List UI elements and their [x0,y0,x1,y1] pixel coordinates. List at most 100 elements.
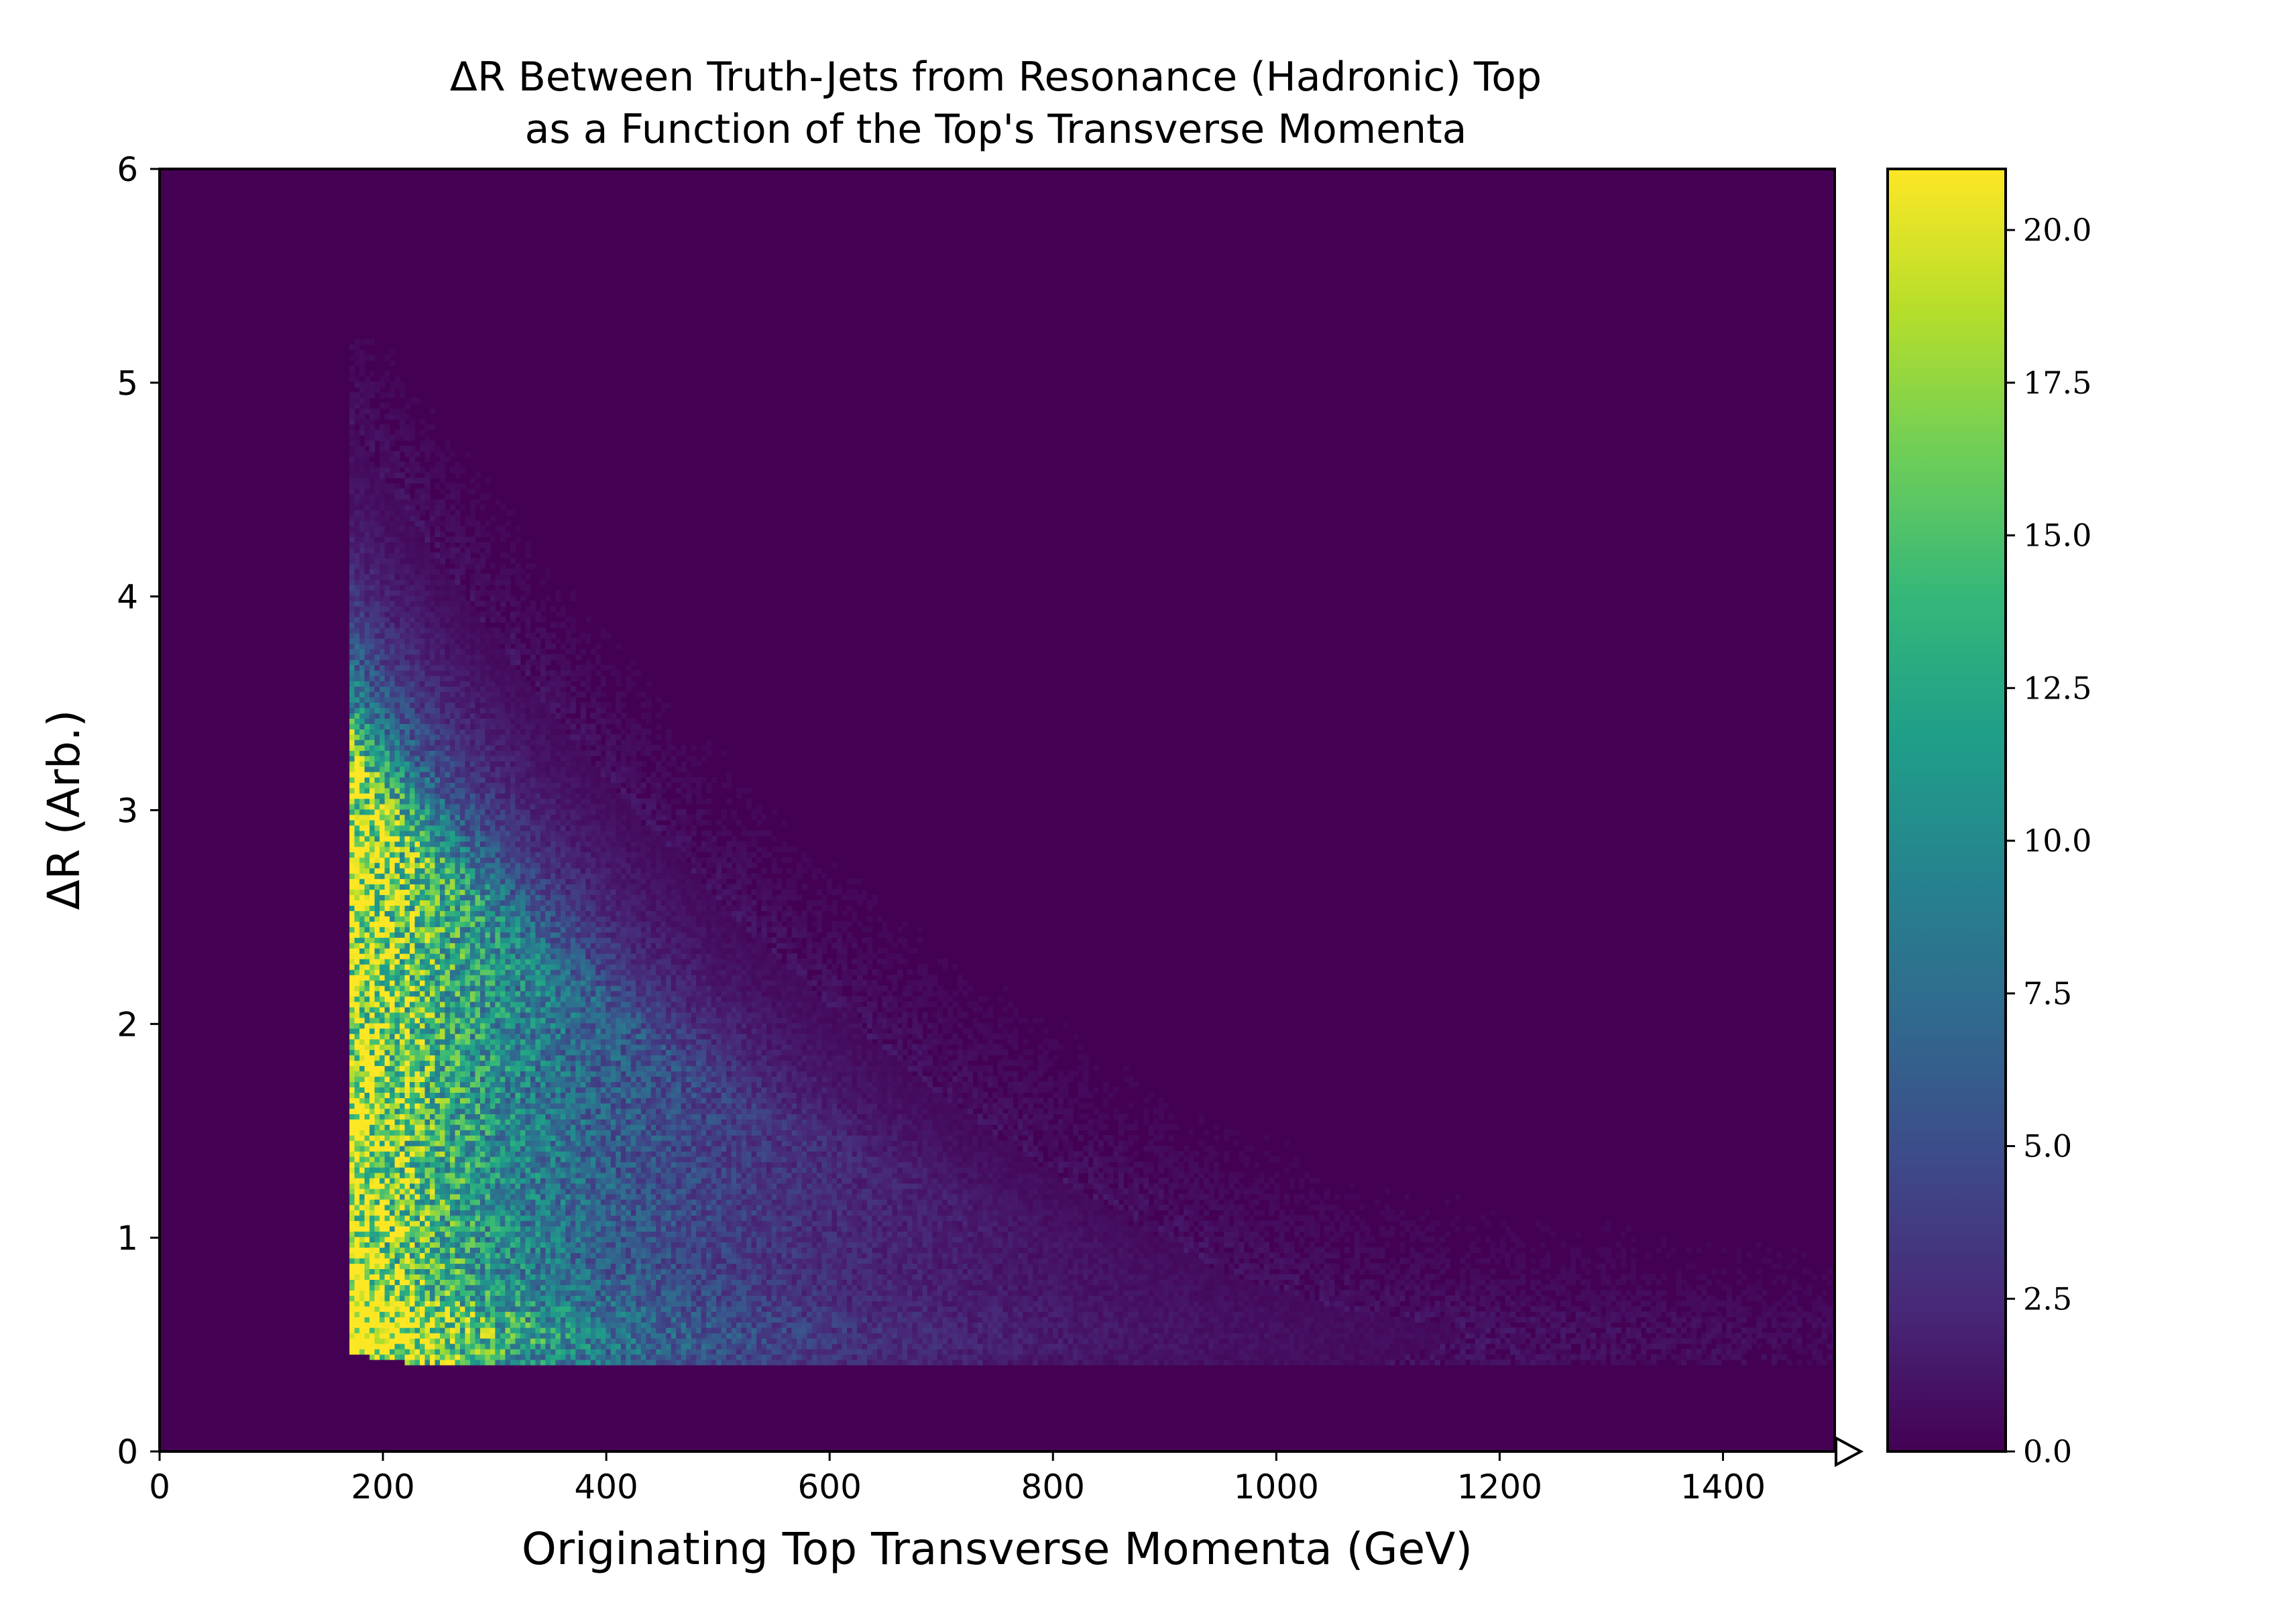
heatmap-cell [475,675,481,682]
heatmap-cell [485,1087,491,1093]
heatmap-cell [374,964,380,970]
heatmap-cell [354,1151,360,1157]
heatmap-cell [420,617,426,623]
heatmap-cell [384,910,390,916]
heatmap-cell [369,1108,376,1114]
heatmap-cell [390,835,396,842]
heatmap-cell [455,472,461,479]
heatmap-cell [455,563,461,569]
heatmap-cell [400,579,406,585]
heatmap-cell [400,1162,406,1168]
heatmap-cell [440,1065,446,1072]
heatmap-cell [420,937,426,943]
heatmap-cell [364,745,370,751]
heatmap-cell [404,493,410,500]
heatmap-cell [404,1130,410,1136]
heatmap-cell [369,1344,376,1350]
heatmap-cell [414,1140,420,1146]
heatmap-cell [435,1006,441,1013]
heatmap-cell [349,766,355,772]
heatmap-cell [384,1033,390,1040]
heatmap-cell [455,1177,461,1184]
heatmap-cell [435,1268,441,1274]
heatmap-cell [424,788,431,794]
heatmap-cell [394,515,400,522]
heatmap-cell [450,943,456,949]
heatmap-cell [400,702,406,709]
heatmap-cell [465,761,471,767]
heatmap-cell [475,558,481,564]
heatmap-cell [460,1012,466,1018]
heatmap-cell [465,1151,471,1157]
heatmap-cell [475,664,481,671]
heatmap-cell [440,846,446,853]
heatmap-cell [380,1183,386,1189]
heatmap-cell [435,1017,441,1024]
heatmap-cell [440,1022,446,1029]
heatmap-cell [410,621,416,628]
heatmap-cell [400,756,406,762]
heatmap-cell [400,964,406,970]
heatmap-cell [380,1156,386,1163]
heatmap-cell [480,750,486,756]
heatmap-cell [354,590,360,596]
heatmap-cell [410,819,416,826]
heatmap-cell [424,1001,431,1008]
heatmap-cell [440,910,446,916]
heatmap-cell [485,788,491,794]
heatmap-cell [485,894,491,900]
heatmap-cell [440,756,446,762]
heatmap-cell [450,1146,456,1152]
heatmap-cell [465,739,471,746]
heatmap-cell [490,723,496,729]
heatmap-cell [410,1076,416,1082]
heatmap-cell [349,440,355,446]
heatmap-cell [420,1119,426,1125]
heatmap-cell [440,878,446,885]
heatmap-cell [380,1028,386,1034]
heatmap-cell [435,558,441,564]
heatmap-cell [480,927,486,933]
heatmap-cell [390,851,396,858]
heatmap-cell [430,803,436,810]
heatmap-cell [380,445,386,452]
heatmap-cell [364,1183,370,1189]
heatmap-cell [390,1247,396,1254]
heatmap-cell [430,964,436,970]
heatmap-cell [364,777,370,783]
heatmap-cell [354,595,360,601]
heatmap-cell [450,1306,456,1312]
heatmap-cell [390,734,396,740]
heatmap-cell [440,547,446,553]
heatmap-cell [380,1001,386,1008]
heatmap-cell [440,729,446,735]
heatmap-cell [394,1055,400,1061]
heatmap-cell [364,851,370,858]
heatmap-cell [455,574,461,580]
heatmap-cell [380,654,386,660]
heatmap-cell [384,756,390,762]
heatmap-cell [400,1038,406,1045]
heatmap-cell [400,569,406,575]
heatmap-cell [470,1012,476,1018]
heatmap-cell [445,574,451,580]
heatmap-cell [465,621,471,628]
heatmap-cell [384,1167,390,1173]
heatmap-cell [404,1167,410,1173]
heatmap-cell [410,739,416,746]
heatmap-cell [424,632,431,639]
heatmap-cell [424,483,431,489]
heatmap-cell [394,996,400,1002]
heatmap-cell [354,414,360,420]
heatmap-cell [400,803,406,810]
heatmap-cell [450,1108,456,1114]
heatmap-cell [414,1001,420,1008]
heatmap-cell [450,1268,456,1274]
heatmap-cell [364,889,370,896]
heatmap-cell [450,980,456,986]
heatmap-cell [460,1290,466,1296]
heatmap-cell [394,606,400,612]
heatmap-cell [349,868,355,874]
heatmap-cell [475,499,481,505]
heatmap-cell [420,1177,426,1184]
